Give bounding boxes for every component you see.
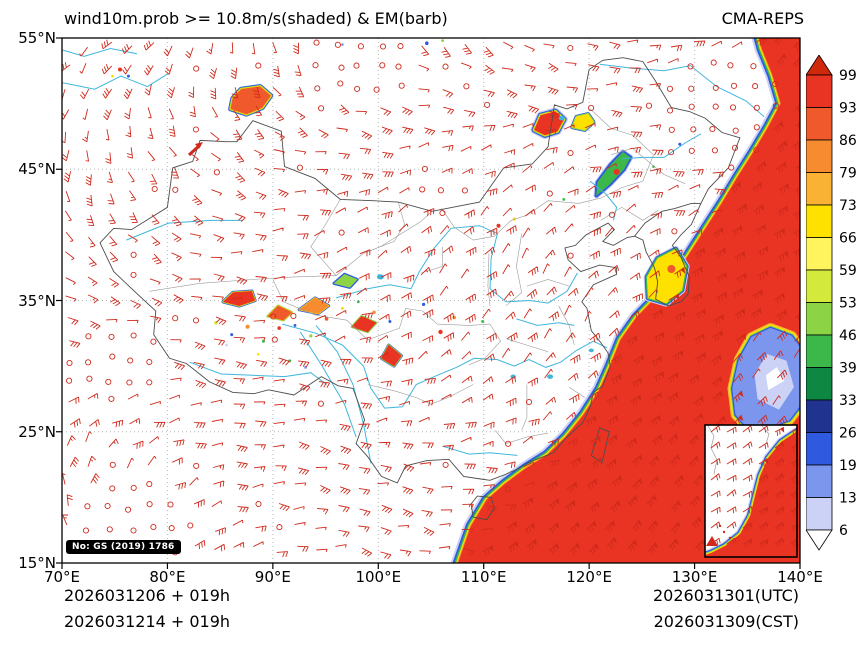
colorbar-tick-label: 53 [839, 296, 857, 312]
colorbar-segment [806, 367, 833, 401]
colorbar-segment [806, 139, 833, 173]
colorbar-segment [806, 269, 833, 303]
y-tick-label: 15°N [18, 554, 56, 572]
colorbar-tick-label: 79 [839, 166, 857, 182]
chart-title: wind10m.prob >= 10.8m/s(shaded) & EM(bar… [64, 9, 448, 28]
footer-valid-utc: 2026031301(UTC) [653, 586, 799, 605]
colorbar-tick-label: 39 [839, 361, 857, 377]
colorbar-segment [806, 172, 833, 206]
colorbar-segment [806, 497, 833, 531]
south-china-sea-inset [704, 424, 798, 558]
y-tick-label: 35°N [18, 291, 56, 310]
inset-frame [704, 424, 798, 558]
colorbar-tick-label: 73 [839, 198, 857, 214]
colorbar-segment [806, 237, 833, 271]
colorbar-segment [806, 334, 833, 368]
colorbar-tick-label: 59 [839, 263, 857, 279]
colorbar-segment [806, 399, 833, 433]
colorbar-tick-label: 46 [839, 328, 857, 344]
footer-valid-cst: 2026031309(CST) [653, 612, 799, 631]
x-tick-label: 80°E [149, 568, 186, 586]
colorbar-tick-label: 26 [839, 426, 857, 442]
x-tick-label: 110°E [460, 568, 507, 586]
x-tick-label: 100°E [355, 568, 402, 586]
y-tick-label: 45°N [18, 160, 56, 179]
colorbar-segment [806, 107, 833, 141]
colorbar-tick-label: 19 [839, 458, 857, 474]
x-tick-label: 90°E [254, 568, 291, 586]
colorbar-tick-label: 93 [839, 101, 857, 117]
wind-barbs-layer [62, 38, 800, 560]
colorbar-segment [806, 302, 833, 336]
y-tick-label: 55°N [18, 29, 56, 47]
y-tick-label: 25°N [18, 422, 56, 441]
colorbar-tick-label: 66 [839, 231, 857, 247]
colorbar-tick-label: 99 [839, 68, 857, 84]
graticule [62, 38, 800, 563]
national-borders-layer [99, 57, 741, 521]
axis-ticks [56, 37, 801, 569]
license-badge: No: GS (2019) 1786 [66, 540, 181, 554]
colorbar-segment [806, 74, 833, 108]
colorbar-segment [806, 204, 833, 238]
colorbar-tick-label: 86 [839, 133, 857, 149]
wind-max-arrow-head [195, 142, 203, 149]
colorbar-segment [806, 464, 833, 498]
colorbar-over-arrow [806, 55, 833, 76]
colorbar-tick-label: 6 [839, 523, 848, 539]
x-tick-label: 140°E [777, 568, 823, 586]
model-name: CMA-REPS [721, 9, 804, 28]
colorbar-tick-label: 33 [839, 393, 857, 409]
footer-init-cst: 2026031214 + 019h [64, 612, 231, 631]
colorbar-under-arrow [806, 529, 833, 551]
x-tick-label: 70°E [43, 568, 81, 586]
colorbar: 99 93 86 79 73 66 59 53 46 39 33 26 19 13 6 [806, 55, 857, 551]
colorbar-segment [806, 432, 833, 466]
province-borders-layer [149, 108, 686, 444]
x-tick-label: 130°E [671, 568, 718, 586]
map-group [56, 37, 801, 569]
colorbar-tick-label: 13 [839, 491, 857, 507]
x-tick-label: 120°E [566, 568, 612, 586]
footer-init-utc: 2026031206 + 019h [64, 586, 231, 605]
